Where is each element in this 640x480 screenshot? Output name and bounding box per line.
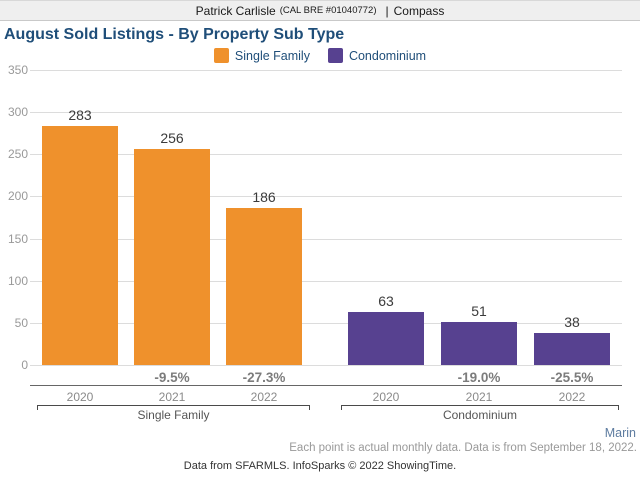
bar[interactable] bbox=[134, 149, 210, 365]
y-axis-tick-label: 150 bbox=[7, 232, 28, 246]
x-axis-year-label: 2022 bbox=[558, 390, 586, 404]
x-axis-year-label: 2020 bbox=[66, 390, 94, 404]
agent-name: Patrick Carlisle bbox=[195, 3, 276, 18]
header-separator: | bbox=[385, 3, 389, 18]
pct-change-label: -27.3% bbox=[242, 370, 286, 385]
bar[interactable] bbox=[42, 126, 118, 365]
x-axis-line bbox=[30, 385, 622, 386]
y-axis-tick-label: 200 bbox=[7, 189, 28, 203]
x-axis-year-label: 2021 bbox=[158, 390, 186, 404]
gridline bbox=[30, 112, 622, 113]
legend-label: Condominium bbox=[348, 48, 427, 63]
bar-value-label: 256 bbox=[160, 130, 184, 146]
gridline bbox=[30, 323, 622, 324]
condominium-swatch-icon bbox=[327, 48, 343, 63]
bar-value-label: 51 bbox=[471, 303, 487, 319]
bar[interactable] bbox=[226, 208, 302, 365]
y-axis-tick-label: 250 bbox=[7, 147, 28, 161]
bar[interactable] bbox=[348, 312, 424, 365]
x-axis-year-label: 2021 bbox=[465, 390, 493, 404]
brand-name: Compass bbox=[393, 3, 445, 18]
pct-change-label: -25.5% bbox=[550, 370, 594, 385]
gridline bbox=[30, 154, 622, 155]
y-axis-tick-label: 0 bbox=[21, 358, 28, 372]
gridline bbox=[30, 239, 622, 240]
bar[interactable] bbox=[441, 322, 517, 365]
gridline bbox=[30, 281, 622, 282]
bar-value-label: 186 bbox=[252, 189, 276, 205]
bar-value-label: 63 bbox=[378, 293, 394, 309]
chart-legend: Single Family Condominium bbox=[0, 47, 640, 64]
group-label: Condominium bbox=[442, 408, 518, 422]
group-bracket bbox=[37, 405, 310, 410]
legend-item-single-family[interactable]: Single Family bbox=[213, 48, 310, 63]
gridline bbox=[30, 196, 622, 197]
bar[interactable] bbox=[534, 333, 610, 365]
x-axis-year-label: 2020 bbox=[372, 390, 400, 404]
y-axis-tick-label: 100 bbox=[7, 274, 28, 288]
y-axis-tick-label: 350 bbox=[7, 63, 28, 77]
single-family-swatch-icon bbox=[213, 48, 229, 63]
pct-change-label: -9.5% bbox=[154, 370, 190, 385]
bar-value-label: 38 bbox=[564, 314, 580, 330]
group-bracket bbox=[341, 405, 619, 410]
group-label: Single Family bbox=[137, 408, 210, 422]
legend-label: Single Family bbox=[234, 48, 310, 63]
pct-change-label: -19.0% bbox=[457, 370, 501, 385]
data-note: Each point is actual monthly data. Data … bbox=[289, 442, 637, 454]
page-title: August Sold Listings - By Property Sub T… bbox=[4, 26, 345, 43]
y-axis-tick-label: 50 bbox=[14, 316, 28, 330]
gridline bbox=[30, 70, 622, 71]
header-bar: Patrick Carlisle (CAL BRE #01040772) | C… bbox=[0, 0, 640, 21]
gridline bbox=[30, 365, 622, 366]
agent-license: (CAL BRE #01040772) bbox=[279, 5, 377, 16]
bar-value-label: 283 bbox=[68, 107, 92, 123]
region-label: Marin bbox=[604, 426, 636, 440]
legend-item-condominium[interactable]: Condominium bbox=[327, 48, 427, 63]
y-axis-tick-label: 300 bbox=[7, 105, 28, 119]
attribution-text: Data from SFARMLS. InfoSparks © 2022 Sho… bbox=[183, 460, 457, 472]
x-axis-year-label: 2022 bbox=[250, 390, 278, 404]
